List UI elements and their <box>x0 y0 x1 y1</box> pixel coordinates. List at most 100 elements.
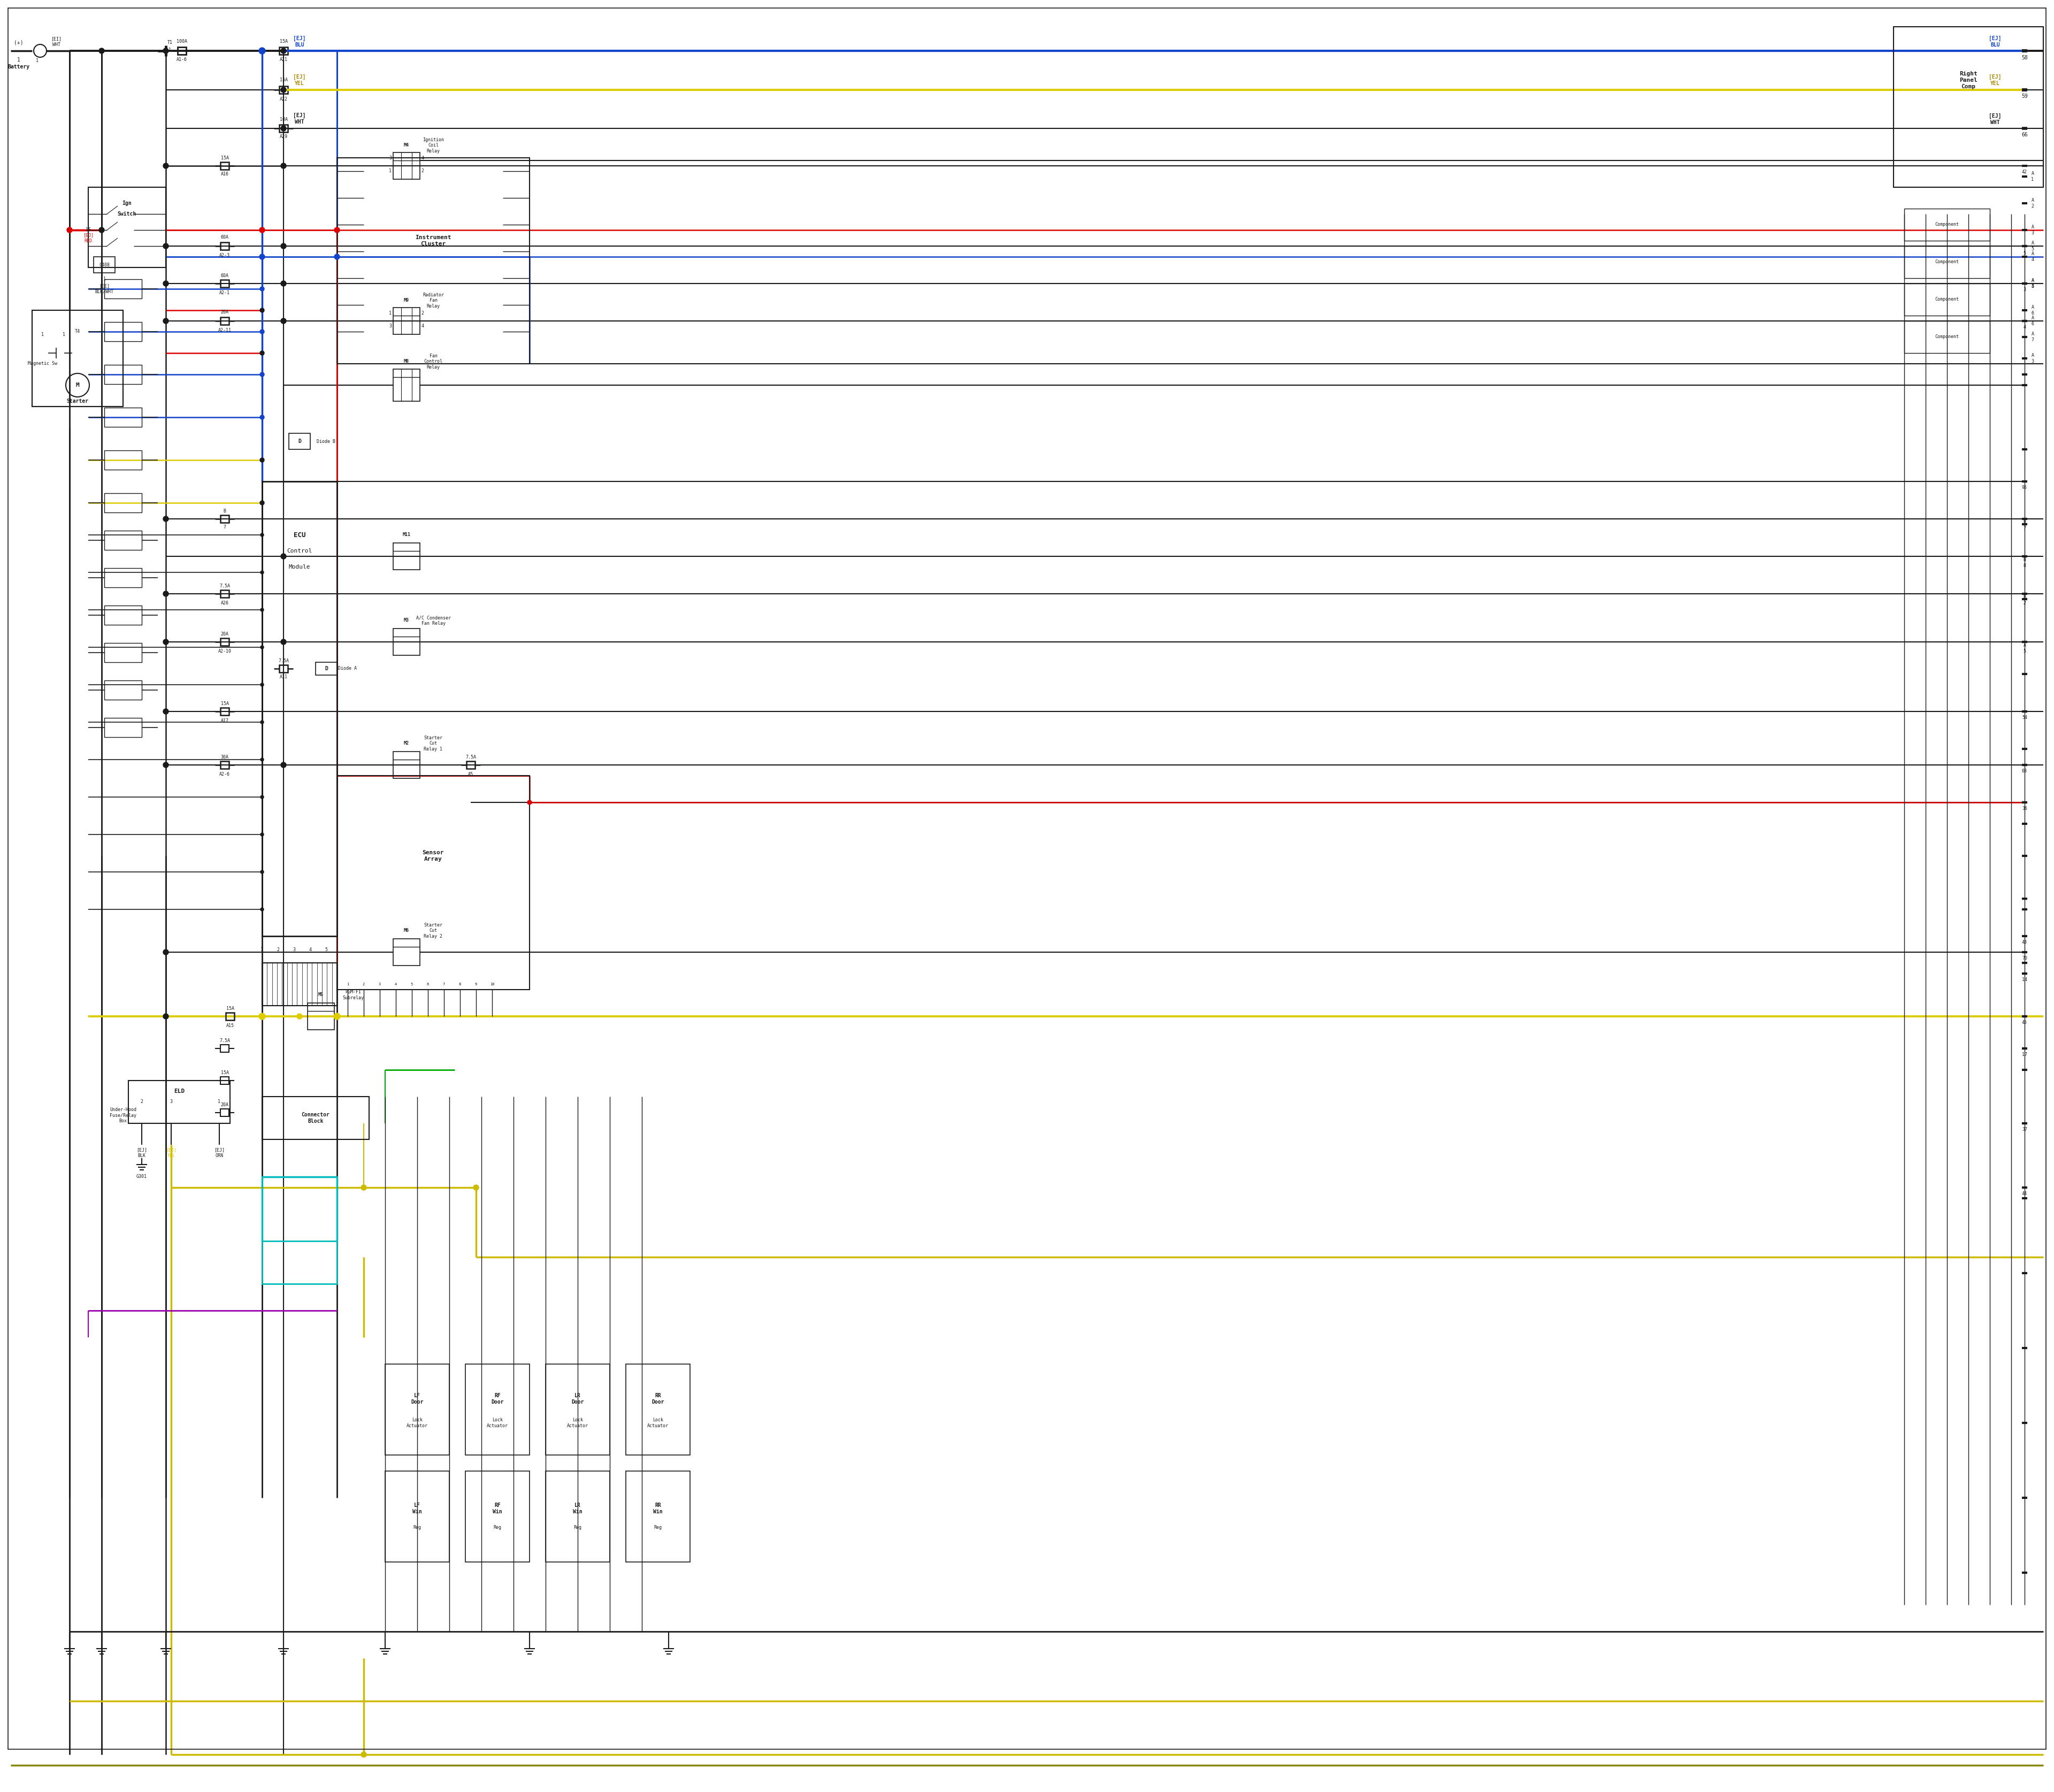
Bar <box>392 308 419 335</box>
Text: Fan
Control
Relay: Fan Control Relay <box>423 353 442 369</box>
Bar <box>466 1364 530 1455</box>
Bar <box>290 434 310 450</box>
Bar <box>105 530 142 550</box>
Bar <box>220 590 228 597</box>
Text: 2: 2 <box>277 948 279 952</box>
Text: M8: M8 <box>405 358 409 364</box>
Bar <box>279 665 288 672</box>
Text: 3: 3 <box>294 948 296 952</box>
Circle shape <box>261 796 263 799</box>
Circle shape <box>259 228 265 233</box>
Text: G301: G301 <box>136 1174 148 1179</box>
Circle shape <box>99 228 105 233</box>
Bar <box>263 962 337 1005</box>
Circle shape <box>162 950 168 955</box>
Text: RR
Win: RR Win <box>653 1503 663 1514</box>
Text: A1-6: A1-6 <box>177 57 187 63</box>
Text: 2: 2 <box>364 982 366 986</box>
Text: RR
Door: RR Door <box>651 1392 663 1405</box>
Circle shape <box>259 1014 265 1020</box>
Text: Instrument
Cluster: Instrument Cluster <box>415 235 452 247</box>
Text: 7.5A: 7.5A <box>220 584 230 588</box>
Text: 3: 3 <box>2023 287 2025 292</box>
Bar <box>466 1471 530 1563</box>
Text: A22: A22 <box>279 97 288 102</box>
Text: A16: A16 <box>220 172 228 176</box>
Circle shape <box>335 1014 339 1020</box>
Circle shape <box>162 762 168 767</box>
Text: 10: 10 <box>489 982 495 986</box>
Circle shape <box>261 308 265 312</box>
Circle shape <box>261 459 265 462</box>
Text: 20A: 20A <box>220 1102 228 1107</box>
Text: 15A: 15A <box>279 39 288 45</box>
Text: Reg: Reg <box>573 1525 581 1530</box>
Text: Sensor
Array: Sensor Array <box>423 849 444 862</box>
Text: A/C Condenser
Fan Relay: A/C Condenser Fan Relay <box>415 615 450 625</box>
Text: 20A: 20A <box>220 310 228 315</box>
Circle shape <box>259 1012 265 1020</box>
Text: 3: 3 <box>170 1100 173 1104</box>
Text: T1: T1 <box>168 41 173 45</box>
Text: T4: T4 <box>74 330 80 333</box>
Circle shape <box>261 607 263 611</box>
Text: Battery: Battery <box>8 65 29 70</box>
Bar <box>546 1364 610 1455</box>
Circle shape <box>259 48 265 54</box>
Text: 4: 4 <box>394 982 396 986</box>
Text: 95: 95 <box>2021 486 2027 491</box>
Circle shape <box>261 416 265 419</box>
Text: 3: 3 <box>388 324 392 328</box>
Bar <box>279 86 288 93</box>
Text: 15A: 15A <box>220 156 228 159</box>
Text: Component: Component <box>1935 222 1960 228</box>
Text: LF
Door: LF Door <box>411 1392 423 1405</box>
Circle shape <box>162 710 168 715</box>
Circle shape <box>333 1012 341 1020</box>
Circle shape <box>281 88 286 93</box>
Circle shape <box>281 319 286 324</box>
Text: M11: M11 <box>403 532 411 538</box>
Text: 58: 58 <box>2021 56 2027 61</box>
Circle shape <box>472 1185 479 1190</box>
Circle shape <box>162 591 168 597</box>
Bar <box>105 323 142 340</box>
Text: [EJ]
BLU: [EJ] BLU <box>1988 36 2001 48</box>
Bar <box>263 1177 337 1283</box>
Text: 7.5A: 7.5A <box>466 754 477 760</box>
Circle shape <box>261 871 263 873</box>
Text: Magnetic Sw: Magnetic Sw <box>29 362 58 366</box>
Bar <box>105 493 142 513</box>
Text: 1: 1 <box>37 57 39 63</box>
Text: 59: 59 <box>2021 93 2027 99</box>
Bar <box>220 762 228 769</box>
Text: 7: 7 <box>444 982 446 986</box>
Text: 2: 2 <box>421 310 423 315</box>
Text: Component: Component <box>1935 297 1960 303</box>
Circle shape <box>335 228 339 233</box>
Text: 54: 54 <box>2021 715 2027 720</box>
Text: ECU: ECU <box>294 532 306 538</box>
Circle shape <box>162 516 168 521</box>
Text: A2-10: A2-10 <box>218 649 232 654</box>
Text: M9: M9 <box>405 297 409 303</box>
Bar <box>220 317 228 324</box>
Circle shape <box>281 163 286 168</box>
Text: B: B <box>224 509 226 513</box>
Text: Lock
Actuator: Lock Actuator <box>647 1417 670 1428</box>
Text: Radiator
Fan
Relay: Radiator Fan Relay <box>423 292 444 308</box>
Text: 60A: 60A <box>220 235 228 240</box>
Text: M6: M6 <box>405 928 409 934</box>
Text: A5: A5 <box>468 772 472 776</box>
Circle shape <box>162 640 168 645</box>
Bar <box>626 1364 690 1455</box>
Bar <box>226 1012 234 1020</box>
Text: 20A: 20A <box>220 631 228 636</box>
Circle shape <box>261 330 265 333</box>
Text: 43: 43 <box>2021 941 2027 944</box>
Bar <box>386 1471 450 1563</box>
Text: 1: 1 <box>347 982 349 986</box>
Text: 6: 6 <box>427 982 429 986</box>
Bar <box>386 1364 450 1455</box>
Text: [EE]
BLK/WHT: [EE] BLK/WHT <box>94 283 113 294</box>
